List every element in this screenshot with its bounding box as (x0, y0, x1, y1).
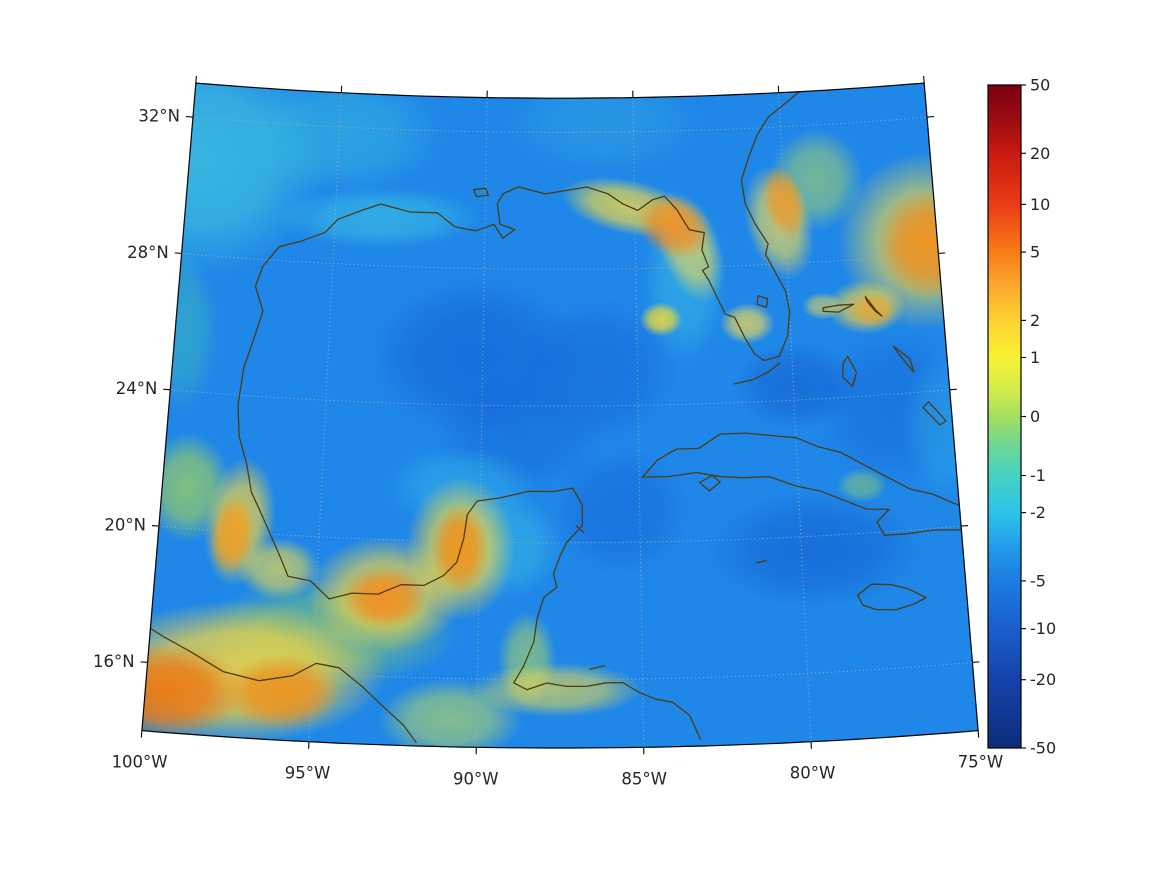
lat-tick-label: 24°N (116, 379, 158, 398)
heat-blob (836, 468, 888, 503)
colorbar-tick-label: 10 (1030, 195, 1050, 214)
coastline-cozumel (575, 525, 585, 534)
lat-tick-label: 20°N (104, 516, 146, 535)
colorbar-tick-label: 50 (1030, 76, 1050, 95)
coastline-eleuthera (892, 345, 915, 373)
coastline-isle-of-youth (698, 474, 721, 492)
y-tick-left (174, 252, 182, 255)
map-frame (141, 82, 979, 749)
heat-blob (510, 83, 698, 174)
x-tick-bottom (977, 730, 980, 738)
coastline-na-gulf-coast (237, 83, 809, 740)
y-tick-right (961, 524, 969, 527)
y-tick-right (938, 252, 946, 255)
heat-blob (704, 491, 924, 608)
colorbar-tick-label: 0 (1030, 407, 1040, 426)
y-tick-right (972, 661, 980, 663)
colorbar-tick-label: -50 (1030, 739, 1056, 758)
y-tick-left (151, 524, 159, 527)
grid-meridian (475, 97, 488, 748)
colorbar (987, 84, 1022, 749)
coastline-long-island (922, 401, 947, 426)
heat-blob (902, 349, 979, 500)
lon-tick-label: 100°W (112, 753, 168, 772)
lat-tick-label: 16°N (93, 652, 135, 671)
x-tick-top (195, 76, 197, 84)
lon-tick-label: 85°W (621, 769, 667, 788)
coastline-florida-keys (733, 362, 781, 385)
y-tick-left (140, 661, 148, 663)
x-tick-top (923, 76, 925, 84)
coastline-lake-okeechobee (756, 295, 769, 308)
coastline-cayman (756, 559, 768, 564)
colorbar-tick-label: 2 (1030, 311, 1040, 330)
coastline-jamaica (856, 583, 927, 611)
heat-blob (801, 292, 845, 320)
colorbar-tick-label: 1 (1030, 348, 1040, 367)
heat-blob (636, 194, 712, 260)
heat-blob (877, 189, 979, 299)
colorbar-tick-label: -10 (1030, 619, 1056, 638)
heat-blob (550, 446, 691, 577)
x-tick-bottom (140, 730, 143, 738)
heat-blob (236, 538, 321, 600)
y-tick-right (949, 388, 957, 391)
coastlines (141, 83, 979, 744)
colorbar-tick-label: -2 (1030, 503, 1046, 522)
heat-blob (278, 186, 483, 249)
lon-tick-label: 90°W (453, 769, 499, 788)
lat-tick-label: 28°N (127, 243, 169, 262)
lon-tick-label: 95°W (285, 764, 331, 783)
y-tick-left (185, 116, 194, 118)
colorbar-tick-label: 5 (1030, 243, 1040, 262)
heat-blob (141, 643, 245, 740)
heat-blob (639, 302, 683, 337)
coastline-lake-pontchartrain (472, 187, 490, 198)
coastline-roatan (589, 665, 606, 670)
colorbar-tick-label: -20 (1030, 670, 1056, 689)
colorbar-tick-label: -5 (1030, 571, 1046, 590)
heat-blob (209, 494, 256, 576)
heat-blob (470, 662, 643, 718)
y-tick-right (926, 116, 935, 118)
heat-blob (719, 303, 775, 344)
coastline-pacific-coast (141, 619, 417, 744)
heat-blob (342, 567, 427, 629)
colorbar-tick-label: -1 (1030, 466, 1046, 485)
y-tick-left (163, 388, 171, 391)
heat-field (141, 83, 979, 749)
lat-tick-label: 32°N (138, 107, 180, 126)
heat-blob (221, 654, 342, 730)
colorbar-tick-label: 20 (1030, 144, 1050, 163)
coastline-andros (841, 355, 858, 388)
coastline-abaco (864, 296, 883, 317)
grid-meridian (308, 92, 342, 742)
lon-tick-label: 80°W (790, 764, 836, 783)
grid-meridian (632, 97, 645, 748)
coastline-grand-bahama (822, 303, 855, 313)
heat-blob (847, 292, 897, 327)
grid-parallel (192, 116, 928, 133)
grid-meridian (778, 92, 812, 742)
grid-parallel (147, 661, 973, 681)
lon-tick-label: 75°W (958, 753, 1004, 772)
coastline-cuba (641, 432, 979, 536)
